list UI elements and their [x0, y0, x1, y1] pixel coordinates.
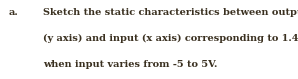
- Text: a.: a.: [9, 8, 19, 17]
- Text: (y axis) and input (x axis) corresponding to 1.4: (y axis) and input (x axis) correspondin…: [43, 34, 298, 43]
- Text: when input varies from -5 to 5V.: when input varies from -5 to 5V.: [43, 60, 218, 69]
- Text: Sketch the static characteristics between output: Sketch the static characteristics betwee…: [43, 8, 298, 17]
